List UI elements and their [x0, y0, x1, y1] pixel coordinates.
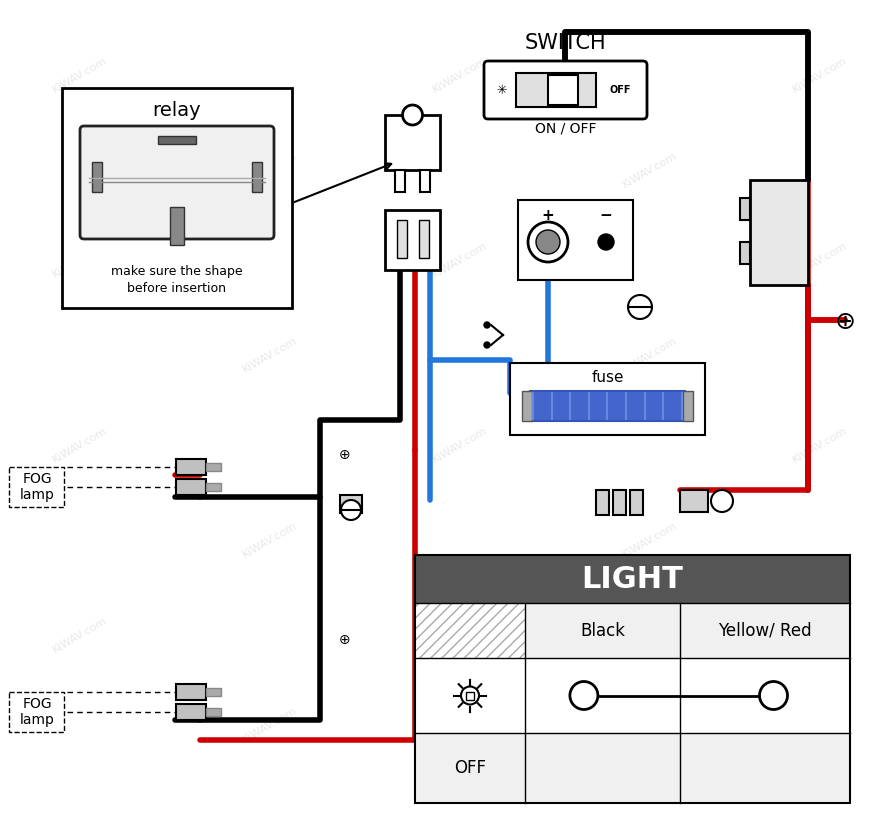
Text: Yellow/ Red: Yellow/ Red [718, 622, 811, 640]
Text: KiWAV.com: KiWAV.com [790, 55, 848, 95]
Bar [62, 88, 292, 308]
Circle shape [627, 295, 651, 319]
FancyBboxPatch shape [80, 126, 274, 239]
Text: KiWAV.com: KiWAV.com [620, 705, 678, 745]
Text: ⊕: ⊕ [833, 310, 854, 334]
Circle shape [483, 342, 489, 348]
Text: KiWAV.com: KiWAV.com [241, 150, 299, 190]
Bar [420, 170, 429, 192]
Bar [521, 391, 531, 421]
Bar [740, 198, 749, 220]
Text: KiWAV.com: KiWAV.com [620, 150, 678, 190]
Circle shape [483, 322, 489, 328]
FancyBboxPatch shape [483, 61, 647, 119]
Bar [415, 603, 524, 658]
Text: ✳: ✳ [496, 83, 507, 96]
Bar [466, 691, 474, 699]
Bar [547, 75, 577, 105]
Bar [9, 692, 64, 732]
Bar [92, 162, 102, 192]
Bar [415, 555, 849, 803]
Circle shape [341, 500, 361, 520]
Text: KiWAV.com: KiWAV.com [241, 520, 299, 560]
Circle shape [461, 686, 479, 704]
Bar [252, 162, 262, 192]
Bar [415, 603, 524, 658]
Bar [206, 708, 221, 716]
Text: make sure the shape
before insertion: make sure the shape before insertion [111, 265, 242, 296]
Bar [176, 479, 206, 495]
Bar [595, 490, 608, 515]
Bar [385, 210, 440, 270]
Text: KiWAV.com: KiWAV.com [790, 240, 848, 280]
Bar [9, 467, 64, 507]
Bar [206, 688, 221, 696]
Bar [629, 490, 642, 515]
Bar [613, 490, 626, 515]
Bar [396, 220, 407, 258]
Circle shape [527, 222, 567, 262]
Bar [206, 463, 221, 471]
Text: SWITCH: SWITCH [524, 33, 606, 53]
Bar [419, 220, 428, 258]
Bar [415, 555, 849, 603]
Circle shape [569, 681, 597, 710]
Text: ⊕: ⊕ [339, 448, 350, 462]
Circle shape [597, 234, 614, 250]
Bar [395, 170, 405, 192]
Bar [169, 207, 183, 245]
Text: Black: Black [580, 622, 624, 640]
Bar [415, 658, 849, 733]
Text: −: − [599, 209, 612, 223]
Text: LIGHT: LIGHT [580, 565, 683, 593]
Circle shape [710, 490, 733, 512]
Circle shape [402, 105, 422, 125]
Text: KiWAV.com: KiWAV.com [790, 615, 848, 654]
Bar [385, 115, 440, 170]
Text: KiWAV.com: KiWAV.com [620, 335, 678, 375]
Text: ⊕: ⊕ [339, 633, 350, 647]
Circle shape [535, 230, 560, 254]
Text: KiWAV.com: KiWAV.com [51, 55, 109, 95]
Text: OFF: OFF [454, 759, 486, 777]
Bar [529, 391, 684, 421]
Text: KiWAV.com: KiWAV.com [430, 55, 488, 95]
Bar [415, 603, 849, 658]
Text: OFF: OFF [608, 85, 630, 95]
Text: KiWAV.com: KiWAV.com [430, 240, 488, 280]
Bar [158, 136, 196, 144]
Text: FOG
lamp: FOG lamp [19, 697, 55, 727]
Bar [415, 733, 849, 803]
Bar [176, 684, 206, 700]
Text: KiWAV.com: KiWAV.com [620, 520, 678, 560]
Text: KiWAV.com: KiWAV.com [430, 615, 488, 654]
Bar [517, 200, 633, 280]
Bar [206, 483, 221, 491]
Text: KiWAV.com: KiWAV.com [790, 425, 848, 465]
Bar [740, 242, 749, 264]
Text: KiWAV.com: KiWAV.com [241, 705, 299, 745]
Bar [509, 363, 704, 435]
Text: KiWAV.com: KiWAV.com [241, 335, 299, 375]
Text: +: + [541, 209, 554, 223]
Bar [680, 490, 707, 512]
Bar [176, 704, 206, 720]
Bar [515, 73, 595, 107]
Text: fuse: fuse [591, 369, 623, 385]
Text: KiWAV.com: KiWAV.com [430, 425, 488, 465]
Circle shape [759, 681, 786, 710]
Bar [682, 391, 693, 421]
Text: relay: relay [153, 100, 201, 120]
Text: KiWAV.com: KiWAV.com [51, 615, 109, 654]
Bar [176, 459, 206, 475]
Text: ON / OFF: ON / OFF [534, 122, 595, 136]
Bar [749, 180, 807, 285]
Text: KiWAV.com: KiWAV.com [51, 425, 109, 465]
Text: FOG
lamp: FOG lamp [19, 472, 55, 502]
Bar [340, 495, 362, 513]
Text: KiWAV.com: KiWAV.com [51, 240, 109, 280]
